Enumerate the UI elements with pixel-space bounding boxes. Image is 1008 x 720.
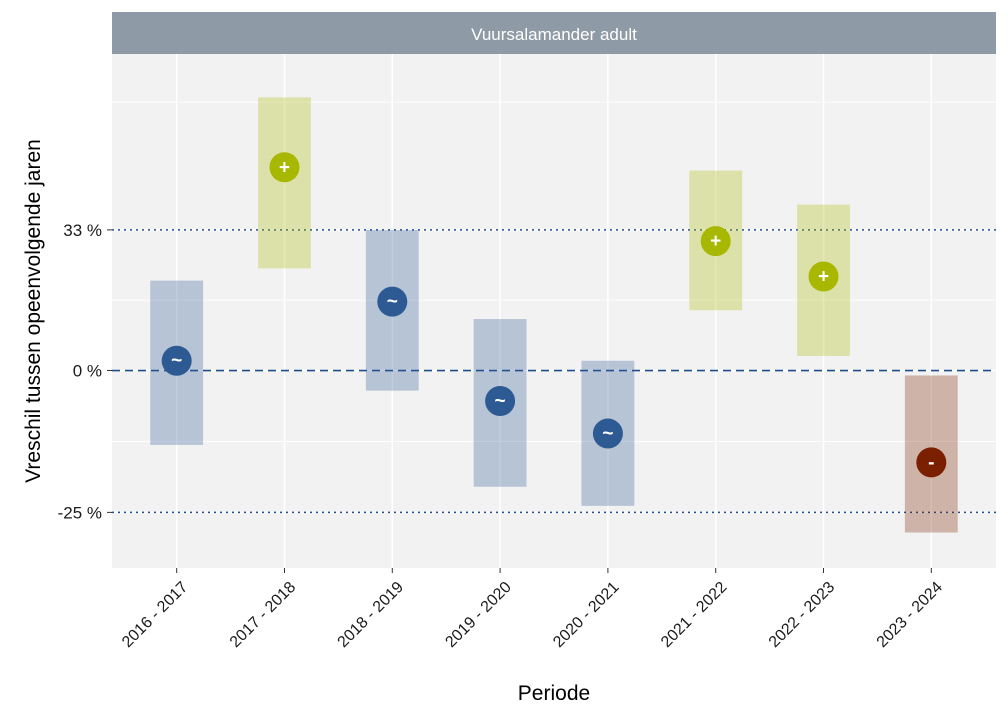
panel-background [112,54,996,568]
estimate-point [592,418,623,449]
panel-title: Vuursalamander adult [471,25,637,44]
x-tick-label: 2020 - 2021 [550,579,622,651]
classification-symbol: ~ [387,292,398,313]
x-tick-label: 2016 - 2017 [119,579,191,651]
y-tick-label: -25 % [58,503,102,522]
x-tick-label: 2017 - 2018 [227,579,299,651]
classification-symbol: - [928,452,934,473]
x-tick-label: 2018 - 2019 [335,579,407,651]
y-tick-label: 0 % [73,362,102,381]
confidence-intervals [150,97,958,533]
x-axis-title: Periode [518,682,590,705]
estimate-point [269,152,300,183]
x-axis-ticks: 2016 - 2017 2017 - 2018 2018 - 2019 2019 - … [119,568,946,651]
y-axis-ticks: -25 % 0 % 33 % [58,221,112,522]
estimate-point [700,226,731,257]
x-tick-label: 2019 - 2020 [442,579,514,651]
estimate-point [485,386,516,417]
x-tick-label: 2023 - 2024 [874,579,946,651]
classification-symbol: + [279,157,290,178]
x-tick-label: 2022 - 2023 [766,579,838,651]
classification-symbol: ~ [602,424,613,445]
classification-symbol: + [818,267,829,288]
classification-symbol: ~ [495,391,506,412]
estimate-points: ~ + ~ ~ ~ + + - [161,152,947,478]
estimate-point [916,447,947,478]
estimate-point [808,261,839,292]
strip-background [112,12,996,54]
y-axis-title: Vreschil tussen opeenvolgende jaren [22,139,45,483]
interval-bar [258,97,311,269]
y-tick-label: 33 % [63,221,102,240]
estimate-point [161,345,192,376]
classification-symbol: + [710,231,721,252]
x-tick-label: 2021 - 2022 [658,579,730,651]
reference-lines [112,229,996,514]
estimate-point [377,286,408,317]
classification-symbol: ~ [171,351,182,372]
